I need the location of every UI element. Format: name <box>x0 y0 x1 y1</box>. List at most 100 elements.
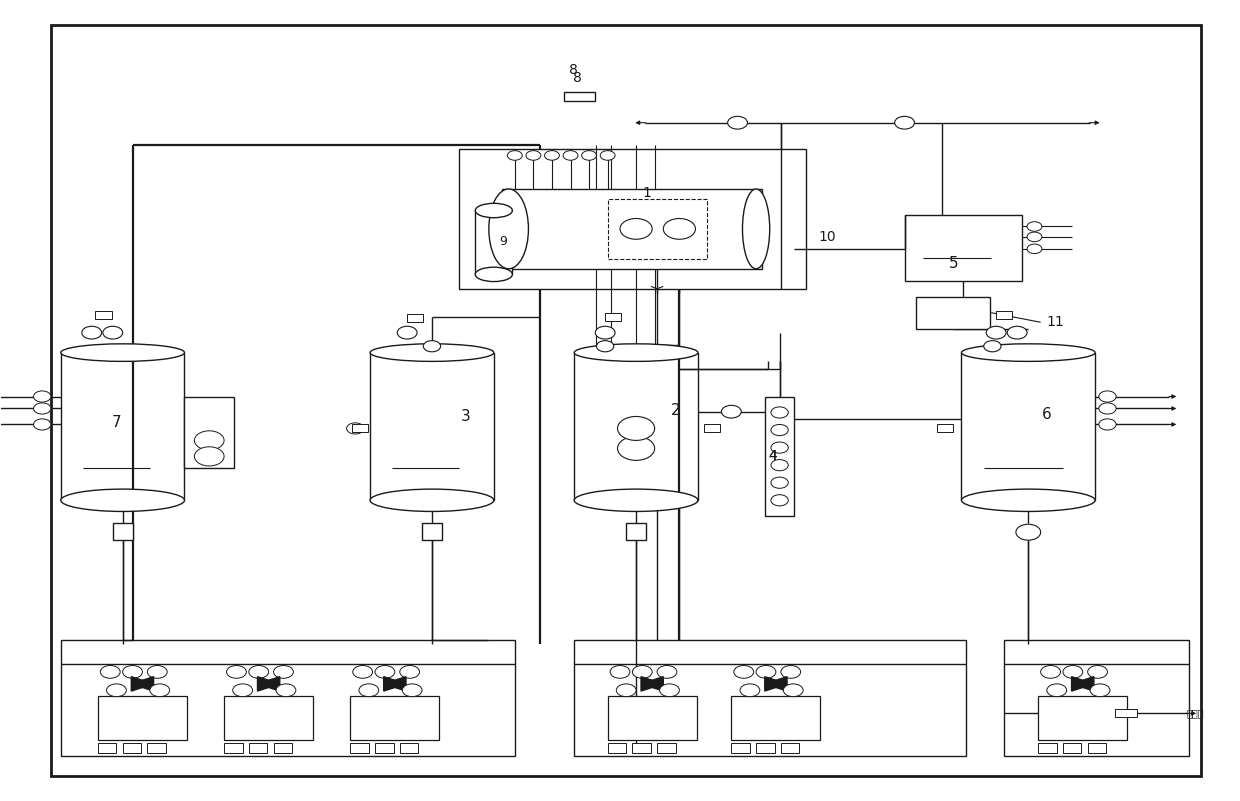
Bar <box>351 425 367 433</box>
Circle shape <box>1087 666 1107 678</box>
Bar <box>407 314 423 322</box>
Bar <box>1038 743 1056 752</box>
Circle shape <box>33 419 51 430</box>
Circle shape <box>1016 524 1040 540</box>
Text: 8: 8 <box>573 71 582 85</box>
Bar <box>1038 696 1127 740</box>
Circle shape <box>1027 244 1042 254</box>
Bar <box>564 91 595 101</box>
Circle shape <box>1047 684 1066 697</box>
Circle shape <box>1007 326 1027 339</box>
Text: 废水处: 废水处 <box>1187 708 1204 718</box>
Circle shape <box>33 403 51 414</box>
Bar <box>605 312 621 320</box>
Circle shape <box>107 684 126 697</box>
Bar <box>459 149 806 288</box>
Circle shape <box>1027 222 1042 231</box>
Circle shape <box>346 423 363 434</box>
Ellipse shape <box>61 489 185 512</box>
Ellipse shape <box>574 344 698 361</box>
Circle shape <box>544 151 559 160</box>
Circle shape <box>657 666 677 678</box>
Circle shape <box>771 460 789 471</box>
Text: 7: 7 <box>112 415 122 429</box>
Polygon shape <box>258 677 280 691</box>
Bar <box>1063 743 1081 752</box>
Circle shape <box>618 417 655 441</box>
Circle shape <box>526 151 541 160</box>
Circle shape <box>660 684 680 697</box>
Circle shape <box>33 391 51 402</box>
Circle shape <box>595 326 615 339</box>
Bar <box>185 396 234 469</box>
Bar <box>574 352 698 501</box>
Circle shape <box>150 684 170 697</box>
Circle shape <box>402 684 422 697</box>
Circle shape <box>1027 232 1042 242</box>
Circle shape <box>358 684 378 697</box>
Bar <box>632 743 651 752</box>
Bar <box>148 743 166 752</box>
Polygon shape <box>131 677 154 691</box>
Polygon shape <box>765 677 787 691</box>
Bar <box>224 696 314 740</box>
Circle shape <box>771 425 789 436</box>
Text: 4: 4 <box>769 449 777 463</box>
Circle shape <box>507 151 522 160</box>
Circle shape <box>618 437 655 461</box>
Bar <box>1003 640 1189 755</box>
Circle shape <box>620 219 652 239</box>
Circle shape <box>596 340 614 352</box>
Text: 2: 2 <box>671 403 681 417</box>
Ellipse shape <box>61 344 185 361</box>
Bar <box>996 311 1012 319</box>
Circle shape <box>233 684 253 697</box>
Circle shape <box>563 151 578 160</box>
Circle shape <box>227 666 247 678</box>
Circle shape <box>771 407 789 418</box>
Bar <box>475 211 512 275</box>
Text: 11: 11 <box>1047 316 1065 329</box>
Circle shape <box>771 495 789 506</box>
Bar <box>98 696 187 740</box>
Circle shape <box>663 219 696 239</box>
Polygon shape <box>131 677 154 691</box>
Polygon shape <box>1071 677 1094 691</box>
Ellipse shape <box>961 489 1095 512</box>
Polygon shape <box>765 677 787 691</box>
Circle shape <box>771 442 789 453</box>
Circle shape <box>249 666 269 678</box>
Circle shape <box>734 666 754 678</box>
Polygon shape <box>641 677 663 691</box>
Bar <box>350 696 439 740</box>
Polygon shape <box>383 677 405 691</box>
Text: 1: 1 <box>642 186 651 200</box>
Bar <box>732 743 750 752</box>
Ellipse shape <box>370 344 494 361</box>
Ellipse shape <box>743 189 770 269</box>
Bar <box>95 311 112 319</box>
Bar <box>1087 743 1106 752</box>
Circle shape <box>277 684 296 697</box>
Bar <box>732 696 821 740</box>
Circle shape <box>895 116 914 129</box>
Bar <box>399 743 418 752</box>
Ellipse shape <box>475 268 512 282</box>
Circle shape <box>352 666 372 678</box>
Circle shape <box>103 326 123 339</box>
Bar <box>274 743 293 752</box>
Polygon shape <box>641 677 663 691</box>
Circle shape <box>195 431 224 450</box>
Ellipse shape <box>961 344 1095 361</box>
Circle shape <box>600 151 615 160</box>
Bar <box>781 743 800 752</box>
Circle shape <box>1063 666 1083 678</box>
Circle shape <box>1099 419 1116 430</box>
Text: 9: 9 <box>498 235 507 248</box>
Bar <box>608 199 707 260</box>
Circle shape <box>771 477 789 489</box>
Bar <box>765 396 795 516</box>
Polygon shape <box>383 677 405 691</box>
Text: 10: 10 <box>818 230 836 244</box>
Bar <box>370 352 494 501</box>
